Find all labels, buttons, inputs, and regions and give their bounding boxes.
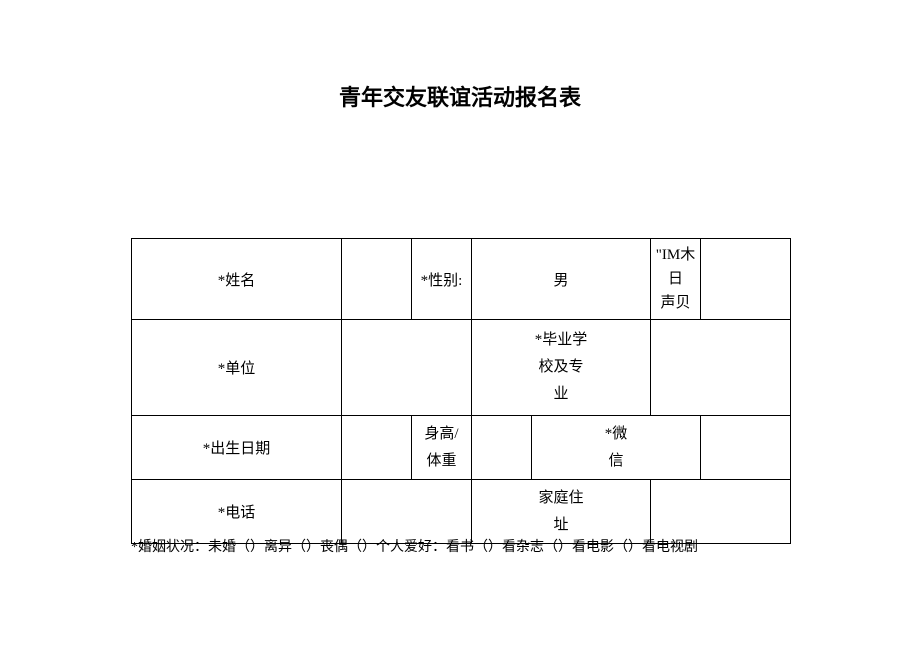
height-value-cell	[472, 416, 532, 480]
tiny-label: "IM木日 声贝	[651, 239, 701, 320]
page-title: 青年交友联谊活动报名表	[0, 80, 920, 112]
birth-label: *出生日期	[132, 416, 342, 480]
wechat-label: *微信	[532, 416, 701, 480]
registration-form-table: *姓名 *性别: 男 "IM木日 声贝 *单位 *毕业学校及专业 *出生日期 身…	[131, 238, 791, 544]
address-label: 家庭住址	[472, 480, 651, 544]
table-row: *电话 家庭住址	[132, 480, 791, 544]
name-label: *姓名	[132, 239, 342, 320]
table-row: *出生日期 身高/体重 *微信	[132, 416, 791, 480]
marriage-status-text: *婚姻状况：未婚（）离异（）丧偶（）个人爱好：看书（）看杂志（）看电影（）看电视…	[131, 536, 698, 556]
gender-label: *性别:	[412, 239, 472, 320]
unit-label: *单位	[132, 320, 342, 416]
school-label: *毕业学校及专业	[472, 320, 651, 416]
phone-value-cell	[342, 480, 472, 544]
gender-value: 男	[472, 239, 651, 320]
table-row: *姓名 *性别: 男 "IM木日 声贝	[132, 239, 791, 320]
address-value-cell	[651, 480, 791, 544]
name-value-cell	[342, 239, 412, 320]
birth-value-cell	[342, 416, 412, 480]
phone-label: *电话	[132, 480, 342, 544]
unit-value-cell	[342, 320, 472, 416]
table-row: *单位 *毕业学校及专业	[132, 320, 791, 416]
wechat-value-cell	[701, 416, 791, 480]
tiny-line2: 声贝	[660, 295, 690, 311]
school-value-cell	[651, 320, 791, 416]
tiny-line1: "IM木日	[656, 247, 695, 287]
height-label: 身高/体重	[412, 416, 472, 480]
blank-cell	[701, 239, 791, 320]
